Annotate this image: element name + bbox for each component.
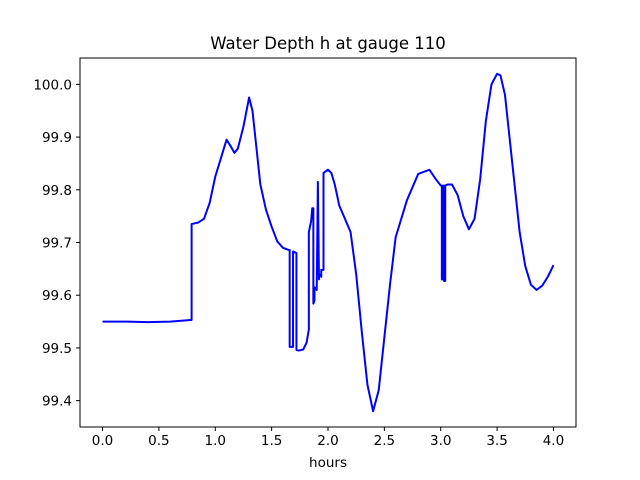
plot-area (102, 72, 555, 413)
x-tick-label: 0.5 (148, 433, 169, 449)
y-axis: 99.4 99.5 99.6 99.7 99.8 99.9 100.0 (33, 77, 80, 410)
y-tick-label: 99.5 (42, 341, 72, 357)
x-tick-label: 2.5 (374, 433, 395, 449)
series-line-0 (102, 72, 555, 413)
y-tick-label: 99.7 (42, 236, 72, 252)
x-axis: 0.0 0.5 1.0 1.5 2.0 2.5 3.0 3.5 4.0 (92, 427, 564, 449)
y-tick-label: 100.0 (33, 77, 72, 93)
y-tick-label: 99.9 (42, 130, 72, 146)
x-axis-label: hours (309, 455, 347, 471)
y-tick-label: 99.8 (42, 183, 72, 199)
x-tick-label: 0.0 (92, 433, 113, 449)
y-tick-label: 99.6 (42, 288, 72, 304)
x-tick-label: 2.0 (317, 433, 338, 449)
x-tick-label: 1.5 (261, 433, 282, 449)
x-tick-label: 3.5 (486, 433, 507, 449)
x-tick-label: 4.0 (543, 433, 564, 449)
plot-frame (79, 57, 577, 428)
x-tick-label: 1.0 (205, 433, 226, 449)
chart-title: Water Depth h at gauge 110 (210, 34, 445, 53)
y-tick-label: 99.4 (42, 394, 72, 410)
x-tick-label: 3.0 (430, 433, 451, 449)
